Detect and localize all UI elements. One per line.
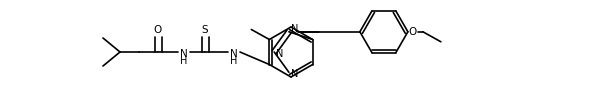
Text: N: N <box>180 49 188 59</box>
Text: O: O <box>154 25 162 35</box>
Text: N: N <box>230 49 238 59</box>
Text: N: N <box>291 24 299 34</box>
Text: O: O <box>409 27 417 37</box>
Text: H: H <box>181 56 188 66</box>
Text: N: N <box>277 49 284 59</box>
Text: S: S <box>202 25 208 35</box>
Text: H: H <box>230 56 238 66</box>
Text: N: N <box>291 69 299 79</box>
